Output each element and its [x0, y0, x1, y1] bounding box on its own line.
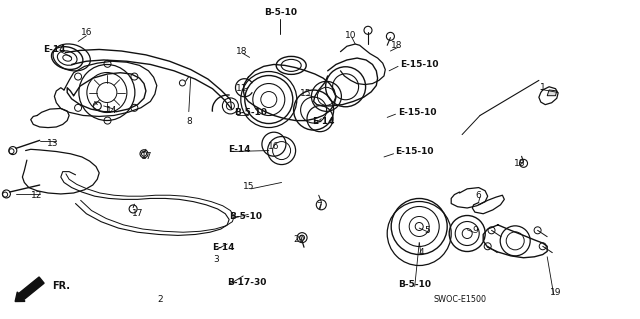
Text: 15: 15: [243, 182, 254, 191]
Text: B-5-10: B-5-10: [234, 108, 268, 117]
Text: SWOC-E1500: SWOC-E1500: [433, 295, 486, 304]
Text: 18: 18: [514, 159, 525, 168]
Text: FR.: FR.: [52, 281, 70, 292]
Text: 4: 4: [419, 248, 424, 257]
Text: 19: 19: [550, 288, 561, 297]
FancyArrow shape: [15, 277, 44, 301]
Text: B-5-10: B-5-10: [264, 8, 297, 17]
Text: 13: 13: [47, 139, 59, 148]
Text: B-5-10: B-5-10: [398, 280, 431, 289]
Text: B-5-10: B-5-10: [229, 212, 262, 221]
Text: 5: 5: [425, 226, 430, 235]
Text: 11: 11: [236, 84, 247, 93]
Text: 18: 18: [236, 47, 248, 56]
Text: 20: 20: [294, 235, 305, 244]
Text: B-17-30: B-17-30: [227, 278, 267, 287]
Text: E-14: E-14: [44, 45, 66, 54]
Text: E-15-10: E-15-10: [398, 108, 436, 117]
Text: 6: 6: [476, 191, 481, 200]
Text: E-15-10: E-15-10: [400, 60, 438, 69]
Text: 16: 16: [81, 28, 92, 37]
Text: 18: 18: [391, 41, 403, 50]
Text: E-14: E-14: [312, 117, 335, 126]
Text: 17: 17: [141, 152, 153, 161]
Text: 16: 16: [268, 142, 280, 151]
Text: 9: 9: [472, 226, 477, 235]
Text: 3: 3: [214, 255, 219, 263]
Text: 10: 10: [345, 31, 356, 40]
Text: E-15-10: E-15-10: [396, 147, 434, 156]
Text: E-14: E-14: [228, 145, 250, 154]
Text: 8: 8: [186, 117, 191, 126]
Polygon shape: [547, 90, 557, 96]
Text: 15: 15: [300, 89, 312, 98]
Text: 1: 1: [540, 83, 545, 92]
Text: 12: 12: [31, 191, 43, 200]
Text: 7: 7: [316, 202, 321, 211]
Text: 17: 17: [132, 209, 143, 218]
Text: 2: 2: [157, 295, 163, 304]
Text: E-14: E-14: [212, 243, 235, 252]
Text: 14: 14: [106, 106, 118, 115]
